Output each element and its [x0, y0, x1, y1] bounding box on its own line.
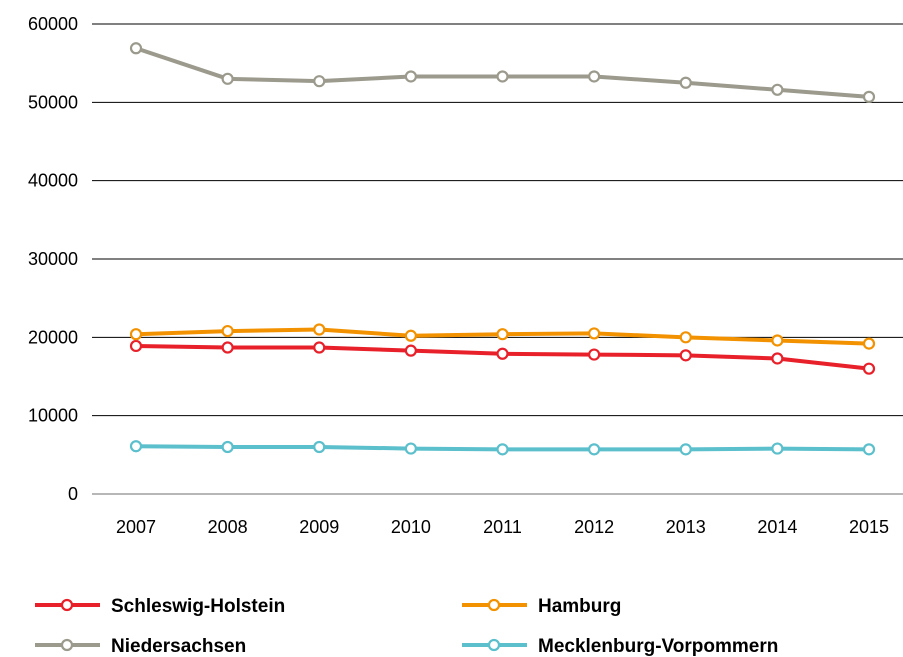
legend-swatch-marker: [60, 598, 74, 612]
data-point: [588, 70, 601, 83]
data-point: [679, 349, 692, 362]
series-0: [129, 339, 876, 375]
data-point: [129, 42, 143, 55]
data-point: [221, 72, 234, 85]
y-tick-label: 20000: [28, 327, 78, 347]
x-tick-label: 2009: [299, 517, 339, 537]
x-axis-ticks: 2007 2008 2009 2010 2011 2012 2013 2014 2015: [116, 517, 889, 537]
data-point: [313, 323, 326, 336]
series-2: [129, 42, 876, 103]
data-point: [771, 334, 784, 347]
data-point: [679, 331, 692, 344]
data-point: [313, 341, 326, 354]
grid-lines: [92, 23, 903, 495]
legend-item: Niedersachsen: [35, 636, 246, 657]
series-1: [129, 323, 876, 350]
legend-label: Schleswig-Holstein: [111, 596, 285, 617]
x-tick-label: 2015: [849, 517, 889, 537]
data-point: [679, 76, 692, 89]
data-point: [771, 352, 784, 365]
x-tick-label: 2014: [757, 517, 797, 537]
data-point: [862, 90, 876, 103]
x-tick-label: 2010: [391, 517, 431, 537]
data-point: [496, 443, 509, 456]
y-tick-label: 50000: [28, 92, 78, 112]
data-point: [313, 75, 326, 88]
legend-item: Hamburg: [462, 596, 621, 617]
data-point: [221, 440, 234, 454]
legend-swatch-marker: [60, 638, 74, 652]
data-point: [588, 327, 601, 340]
series-lines: [129, 42, 876, 456]
series-3: [129, 440, 876, 456]
data-point: [496, 328, 509, 341]
data-point: [862, 362, 876, 375]
data-point: [496, 347, 509, 360]
data-point: [862, 443, 876, 456]
data-point: [588, 443, 601, 456]
data-point: [129, 440, 143, 453]
data-point: [771, 83, 784, 96]
data-point: [496, 70, 509, 83]
y-axis-ticks: 0 10000 20000 30000 40000 50000 60000: [28, 14, 78, 504]
x-tick-label: 2011: [483, 517, 522, 537]
data-point: [221, 341, 234, 354]
data-point: [404, 442, 417, 455]
data-point: [679, 443, 692, 456]
data-point: [588, 348, 601, 361]
legend-label: Hamburg: [538, 596, 621, 617]
legend-label: Niedersachsen: [111, 636, 246, 657]
y-tick-label: 0: [68, 484, 78, 504]
legend-item: Schleswig-Holstein: [35, 596, 285, 617]
legend-item: Mecklenburg-Vorpommern: [462, 636, 778, 657]
x-tick-label: 2013: [666, 517, 706, 537]
data-point: [404, 344, 417, 357]
x-tick-label: 2007: [116, 517, 156, 537]
y-tick-label: 60000: [28, 14, 78, 34]
data-point: [862, 337, 876, 350]
legend-label: Mecklenburg-Vorpommern: [538, 636, 778, 657]
y-tick-label: 30000: [28, 249, 78, 269]
data-point: [404, 70, 417, 83]
data-point: [313, 440, 326, 454]
y-tick-label: 10000: [28, 406, 78, 426]
y-tick-label: 40000: [28, 171, 78, 191]
legend-swatch-marker: [487, 638, 501, 652]
data-point: [221, 324, 234, 338]
data-point: [404, 329, 417, 342]
x-tick-label: 2012: [574, 517, 614, 537]
legend: Schleswig-Holstein Hamburg Niedersachsen Me…: [35, 596, 778, 657]
data-point: [129, 339, 143, 353]
data-point: [129, 328, 143, 341]
x-tick-label: 2008: [208, 517, 248, 537]
legend-swatch-marker: [487, 598, 501, 612]
data-point: [771, 442, 784, 455]
